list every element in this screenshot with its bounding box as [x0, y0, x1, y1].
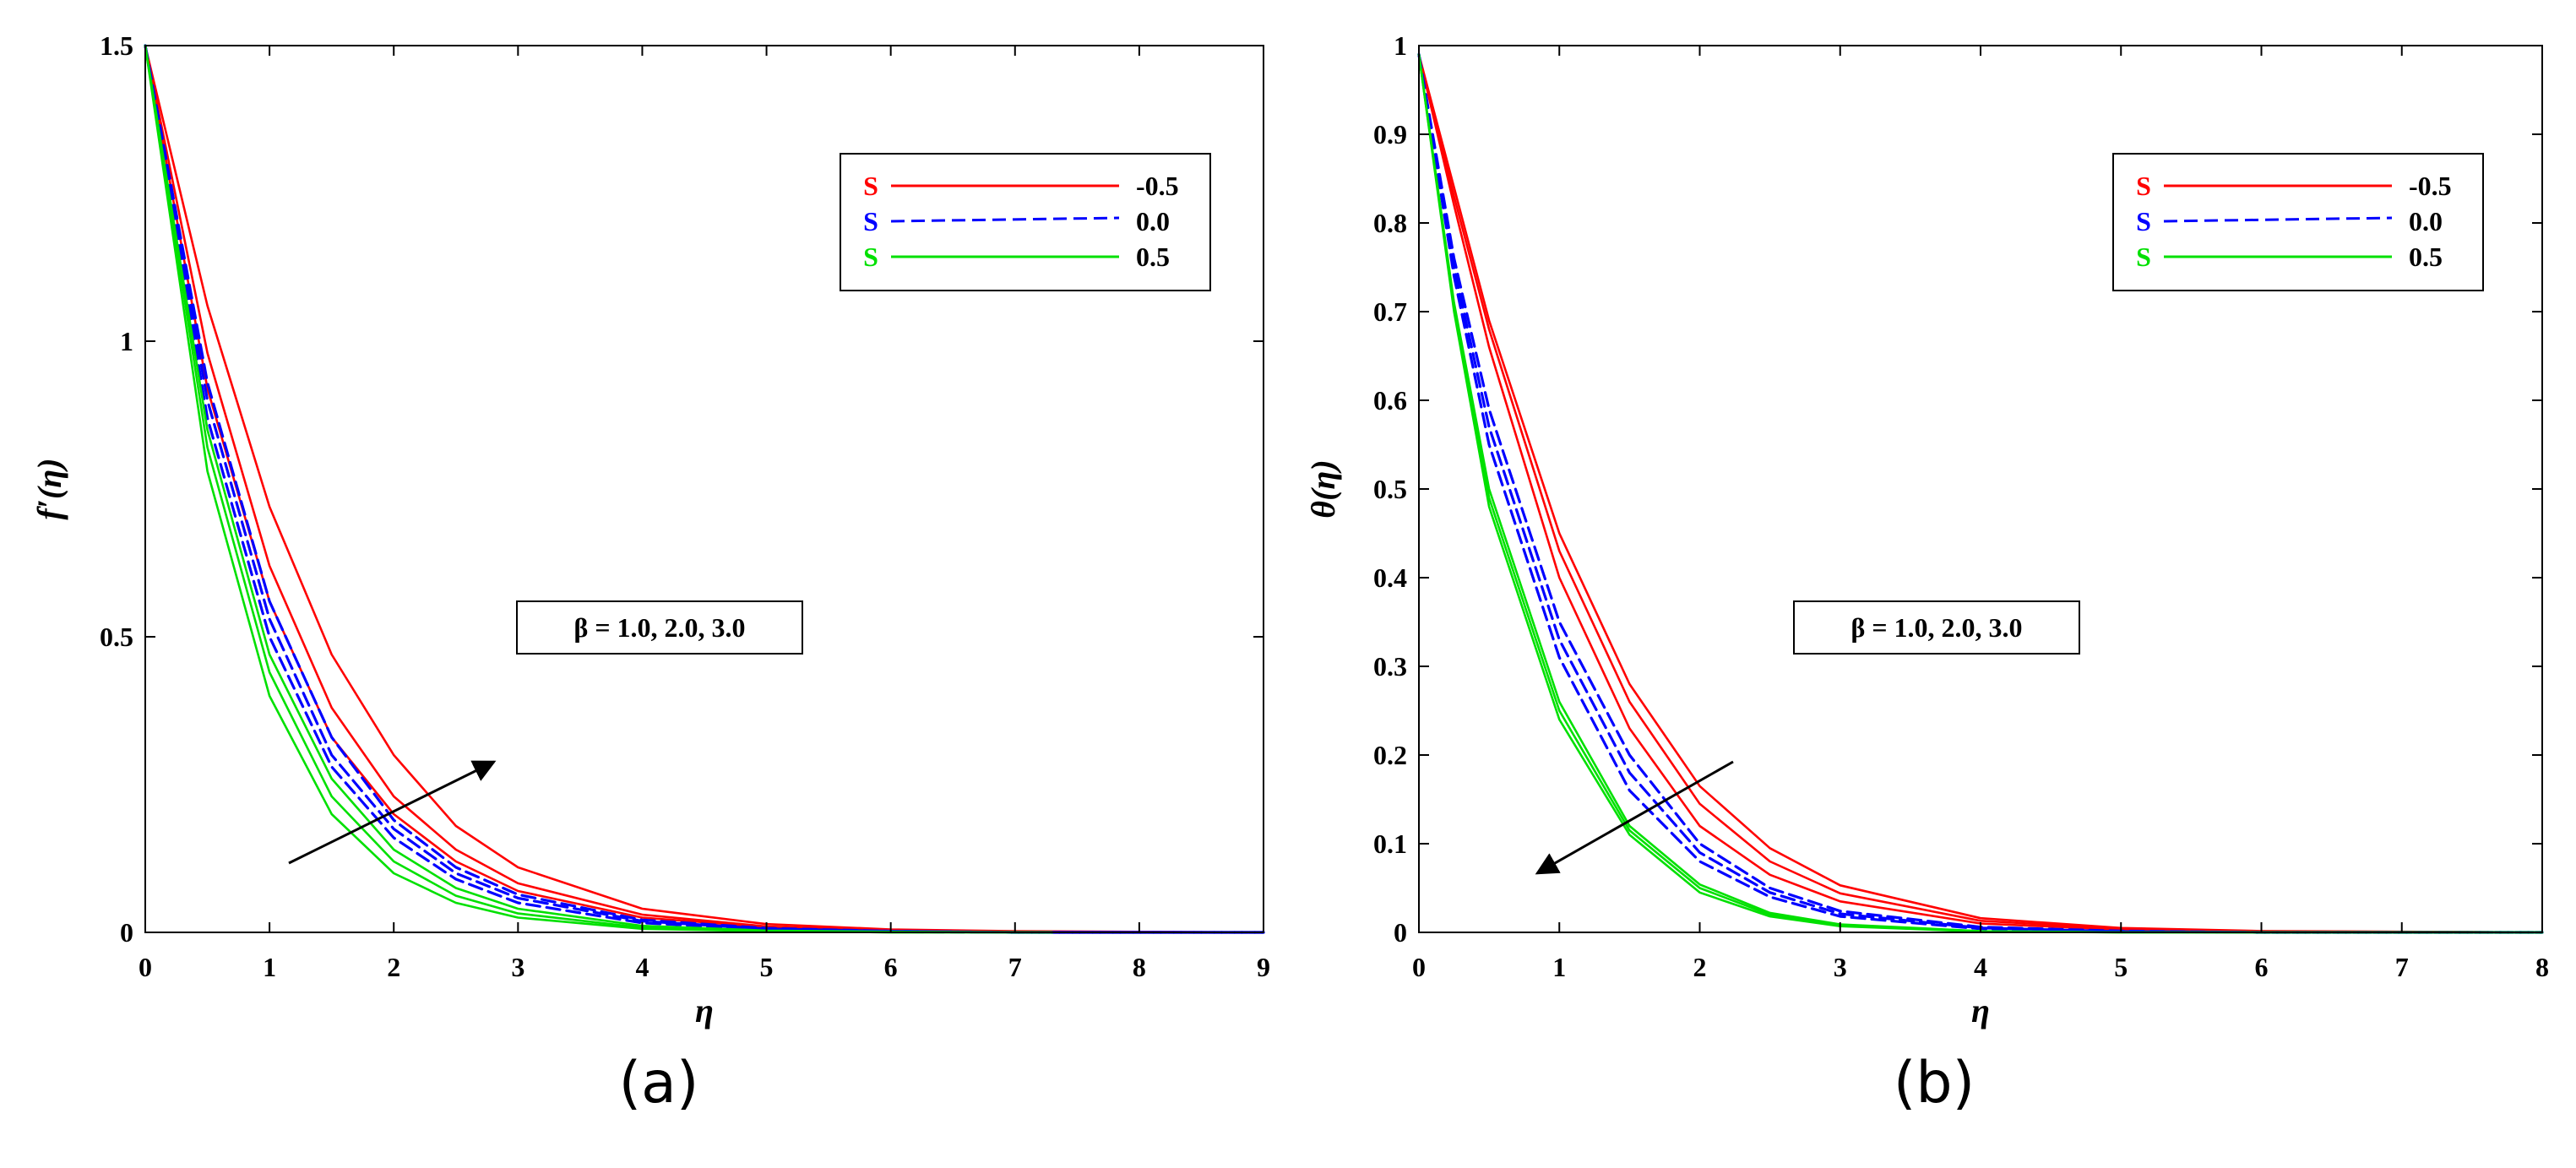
x-tick-label: 1	[1552, 952, 1566, 982]
x-tick-label: 0	[139, 952, 152, 982]
series-line-S-0.5-beta3.0	[1417, 53, 2544, 934]
legend-symbol: S	[863, 171, 878, 201]
legend-label: -0.5	[2409, 171, 2452, 201]
y-tick-label: 0.6	[1373, 385, 1407, 416]
y-tick-label: 0.5	[1373, 474, 1407, 504]
y-tick-label: 0.8	[1373, 208, 1407, 238]
annotation-box	[1793, 600, 2080, 655]
legend-label: 0.0	[2409, 206, 2443, 236]
x-axis-label: η	[695, 991, 714, 1029]
series-line-S-0.5-beta3.0	[144, 44, 1265, 934]
x-tick-label: 4	[1974, 952, 1987, 982]
legend-symbol: S	[2136, 206, 2151, 236]
x-tick-label: 8	[1133, 952, 1146, 982]
y-tick-label: 0.9	[1373, 119, 1407, 149]
x-tick-label: 3	[511, 952, 524, 982]
legend-label: -0.5	[1136, 171, 1179, 201]
y-tick-label: 0.1	[1373, 828, 1407, 859]
x-tick-label: 8	[2535, 952, 2549, 982]
y-tick-label: 0.5	[100, 622, 133, 652]
x-tick-label: 5	[2114, 952, 2128, 982]
x-tick-label: 7	[2395, 952, 2409, 982]
x-tick-label: 5	[760, 952, 774, 982]
x-tick-label: 4	[635, 952, 649, 982]
x-tick-label: 1	[263, 952, 276, 982]
y-tick-label: 0.3	[1373, 651, 1407, 682]
legend-symbol: S	[863, 242, 878, 272]
chart-0: 0 1 2 3 4 5 6 7 8 9 0 0.5 1 1.5 η f′(η) S -0.5 S 0.0 S 0.5 β =…	[30, 30, 1270, 1116]
legend-symbol: S	[2136, 171, 2151, 201]
annotation-text: β = 1.0, 2.0, 3.0	[573, 612, 745, 643]
legend-label: 0.0	[1136, 206, 1170, 236]
x-axis-label: η	[1971, 991, 1990, 1029]
y-tick-label: 1.5	[100, 30, 133, 61]
legend-line-sample	[890, 216, 1120, 223]
annotation-text: β = 1.0, 2.0, 3.0	[1850, 612, 2022, 643]
plot-area-frame	[144, 45, 1264, 933]
series-line-S0.0-beta3.0	[1417, 52, 2544, 934]
trend-arrow	[288, 760, 497, 865]
x-tick-label: 7	[1008, 952, 1022, 982]
trend-arrow	[1535, 760, 1734, 875]
legend-symbol: S	[863, 206, 878, 236]
legend-symbol: S	[2136, 242, 2151, 272]
y-tick-label: 0	[1394, 917, 1407, 948]
legend-line-sample	[2163, 216, 2393, 223]
y-tick-label: 0.4	[1373, 562, 1407, 593]
panel-caption: (b)	[1894, 1050, 1975, 1116]
series-line-S0.5-beta3.0	[144, 44, 1054, 934]
x-tick-label: 9	[1257, 952, 1270, 982]
y-tick-label: 0.7	[1373, 296, 1407, 327]
legend-label: 0.5	[1136, 242, 1170, 272]
x-tick-label: 2	[387, 952, 400, 982]
x-tick-label: 3	[1834, 952, 1847, 982]
y-tick-label: 1	[1394, 30, 1407, 61]
x-tick-label: 0	[1412, 952, 1426, 982]
y-tick-label: 0	[120, 917, 133, 948]
y-tick-label: 1	[120, 326, 133, 356]
panel-caption: (a)	[619, 1050, 699, 1116]
legend-label: 0.5	[2409, 242, 2443, 272]
chart-1: 0 1 2 3 4 5 6 7 8 0 0.1 0.2 0.3 0.4 0.5 0.6 0.7 0.8 0.9 1 η θ…	[1304, 30, 2549, 1116]
x-tick-label: 2	[1693, 952, 1707, 982]
y-axis-label: θ(η)	[1304, 459, 1342, 518]
annotation-box	[516, 600, 803, 655]
y-axis-label: f′(η)	[30, 458, 68, 519]
y-tick-label: 0.2	[1373, 740, 1407, 770]
x-tick-label: 6	[884, 952, 898, 982]
x-tick-label: 6	[2255, 952, 2269, 982]
